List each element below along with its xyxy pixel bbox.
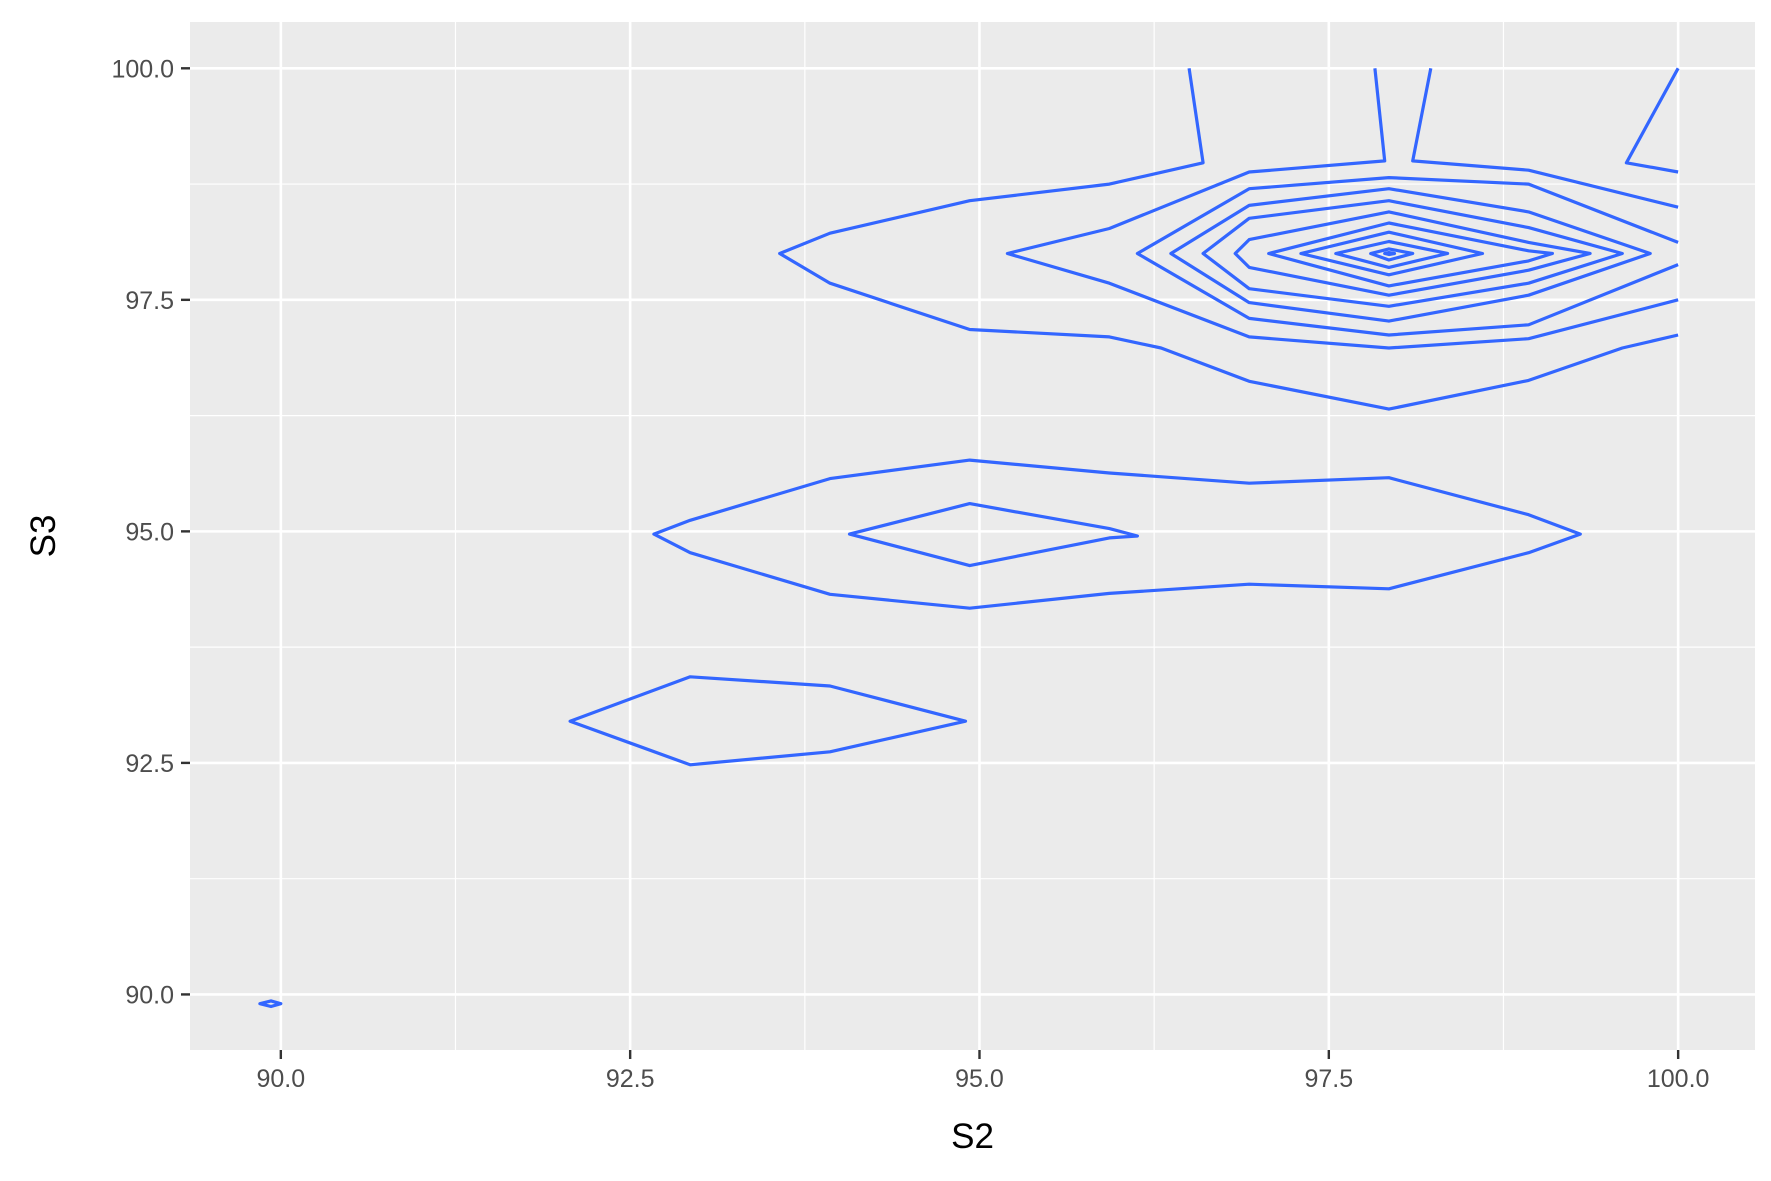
contour-line xyxy=(1334,239,1450,269)
contour-line xyxy=(1299,230,1485,277)
y-tick-label: 90.0 xyxy=(125,981,174,1009)
contour-line xyxy=(1411,67,1679,209)
contour-line xyxy=(847,502,1139,568)
contour-line xyxy=(1169,187,1652,323)
contour-line xyxy=(1135,176,1679,337)
y-tick-label: 95.0 xyxy=(125,518,174,546)
x-tick-label: 100.0 xyxy=(1647,1065,1710,1093)
plot-panel xyxy=(190,22,1755,1050)
grid-minor xyxy=(190,22,1755,1050)
contour-line xyxy=(1369,247,1415,262)
x-tick-label: 95.0 xyxy=(955,1065,1004,1093)
y-axis-ticks: 90.0 92.5 95.0 97.5 100.0 xyxy=(111,55,190,1009)
x-tick-label: 97.5 xyxy=(1304,1065,1353,1093)
x-axis-title: S2 xyxy=(951,1117,994,1156)
contour-line xyxy=(1233,210,1592,297)
y-tick-label: 92.5 xyxy=(125,750,174,778)
contour-line xyxy=(652,458,1582,610)
x-tick-label: 92.5 xyxy=(606,1065,655,1093)
x-tick-label: 90.0 xyxy=(256,1065,305,1093)
contour-line xyxy=(1201,199,1624,308)
y-axis-title: S3 xyxy=(24,515,63,558)
y-tick-label: 100.0 xyxy=(111,55,174,83)
contour-line xyxy=(778,68,1679,411)
x-axis-ticks: 90.0 92.5 95.0 97.5 100.0 xyxy=(256,1050,1709,1093)
y-tick-label: 97.5 xyxy=(125,287,174,315)
contour-line xyxy=(1005,68,1679,350)
contour-line xyxy=(1383,251,1397,257)
contour-line xyxy=(1267,221,1554,288)
contour-lines xyxy=(258,67,1680,1009)
contour-line xyxy=(568,675,968,767)
contour-line xyxy=(1624,67,1680,174)
contour-line xyxy=(258,999,283,1009)
grid-major xyxy=(190,22,1755,1050)
